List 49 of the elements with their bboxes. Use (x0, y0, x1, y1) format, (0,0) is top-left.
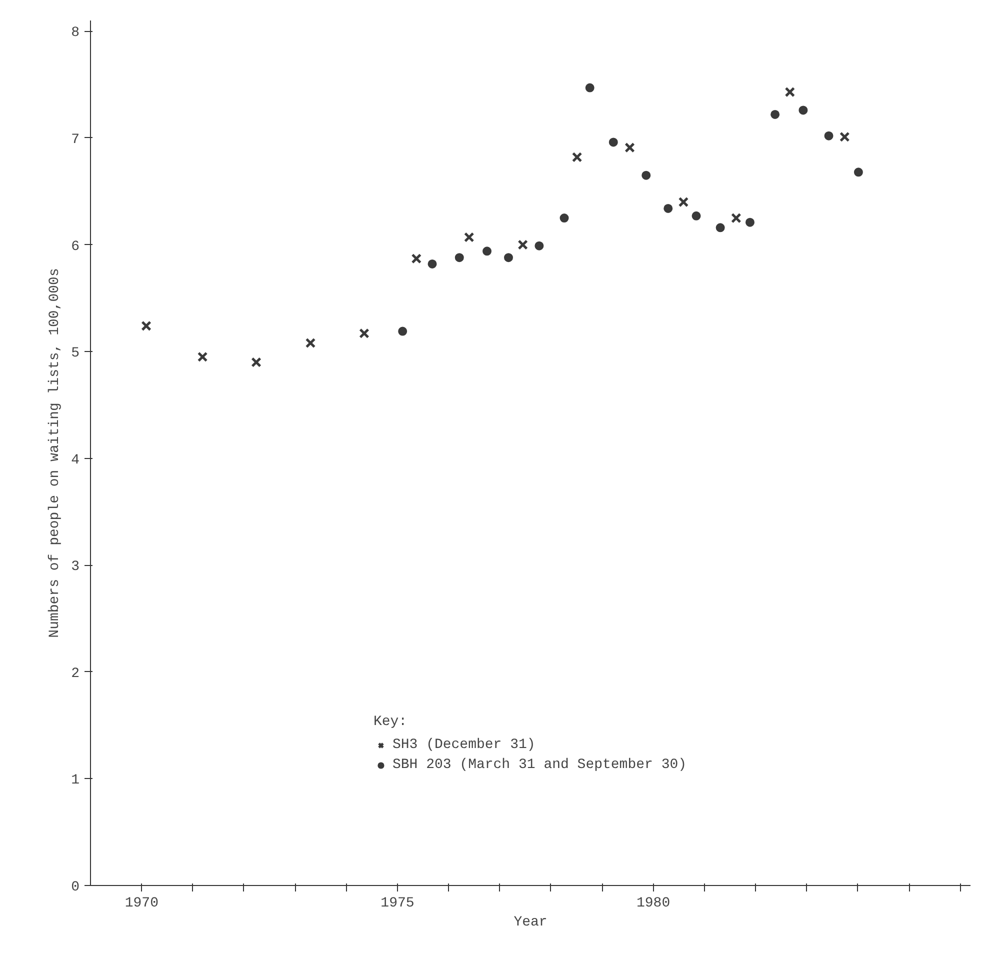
point (716, 223, 725, 232)
point (784, 86, 796, 98)
point (518, 240, 528, 250)
point (642, 170, 651, 180)
y-tick-label: 4 (71, 452, 80, 468)
point (534, 241, 544, 250)
point (608, 138, 618, 147)
y-tick-label: 3 (71, 559, 80, 576)
legend-label: SBH 203 (March 31 and September 30) (392, 757, 687, 773)
y-tick-label: 5 (71, 346, 80, 362)
point (585, 83, 594, 92)
point (624, 142, 635, 153)
point (854, 168, 863, 177)
y-tick-label: 0 (71, 880, 80, 896)
x-tick-label: 1975 (380, 896, 414, 912)
y-tick-label: 6 (71, 238, 80, 255)
x-tick-label: 1970 (124, 896, 158, 912)
point (572, 152, 582, 162)
y-tick-label: 2 (71, 666, 80, 682)
y-tick-label: 7 (71, 132, 80, 148)
point (464, 232, 474, 242)
point (678, 196, 689, 208)
point (798, 106, 808, 115)
point (692, 211, 701, 220)
point (504, 253, 513, 262)
x-tick-label: 1980 (636, 896, 670, 912)
point (482, 246, 492, 256)
point (731, 212, 742, 224)
point (745, 218, 754, 227)
point (560, 214, 569, 223)
point (824, 131, 834, 140)
point (770, 110, 780, 119)
y-axis-title: Numbers of people on waiting lists, 100,000s (47, 268, 64, 638)
point (141, 320, 152, 332)
point (664, 204, 673, 213)
point (197, 352, 208, 362)
legend-label: SH3 (December 31) (392, 737, 536, 753)
x-axis-title: Year (514, 914, 548, 930)
y-tick-label: 8 (71, 25, 80, 42)
point (359, 328, 370, 339)
point (398, 326, 408, 336)
point (840, 132, 850, 142)
legend-title: Key: (373, 714, 408, 730)
y-tick-label: 1 (71, 772, 80, 789)
point (411, 254, 422, 264)
point (454, 253, 464, 262)
point (305, 338, 316, 348)
point (251, 357, 262, 368)
point (428, 259, 437, 268)
